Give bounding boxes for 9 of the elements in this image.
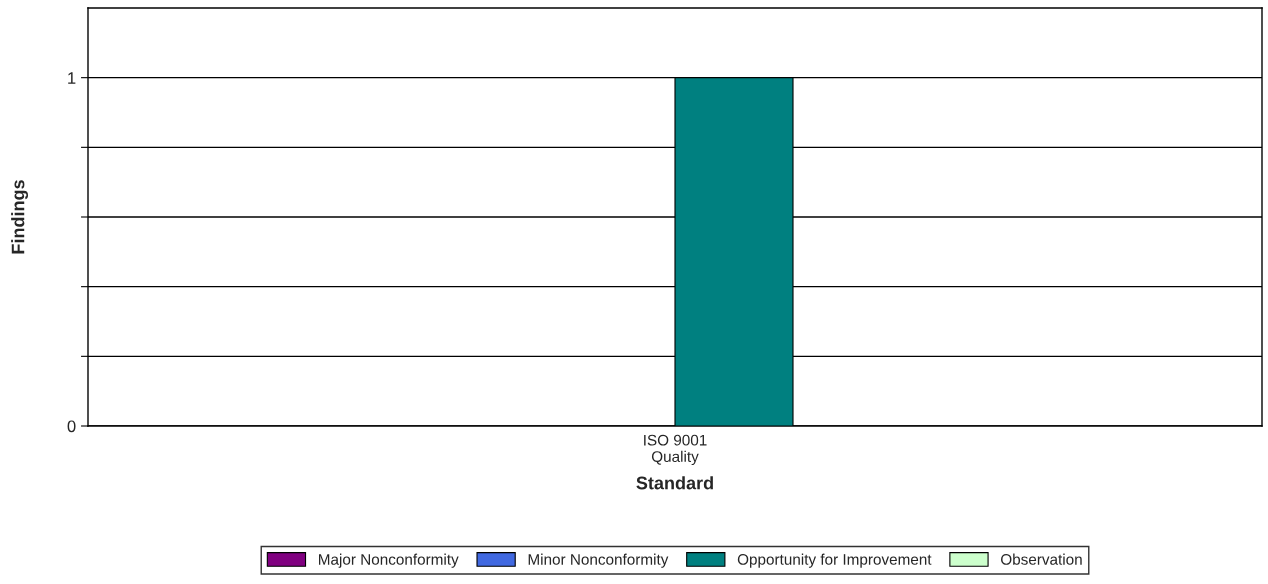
legend-label: Observation <box>1001 553 1082 565</box>
x-tick-label: ISO 9001 Quality <box>644 434 707 466</box>
y-tick-label: 0 <box>67 420 76 433</box>
legend-label: Major Nonconformity <box>319 553 459 568</box>
legend-label: Opportunity for Improvement <box>737 553 932 568</box>
legend-label: Minor Nonconformity <box>528 553 669 568</box>
x-axis-title: Standard <box>636 476 713 490</box>
y-tick-label: 1 <box>68 72 76 84</box>
y-axis-title: Findings <box>11 180 29 254</box>
